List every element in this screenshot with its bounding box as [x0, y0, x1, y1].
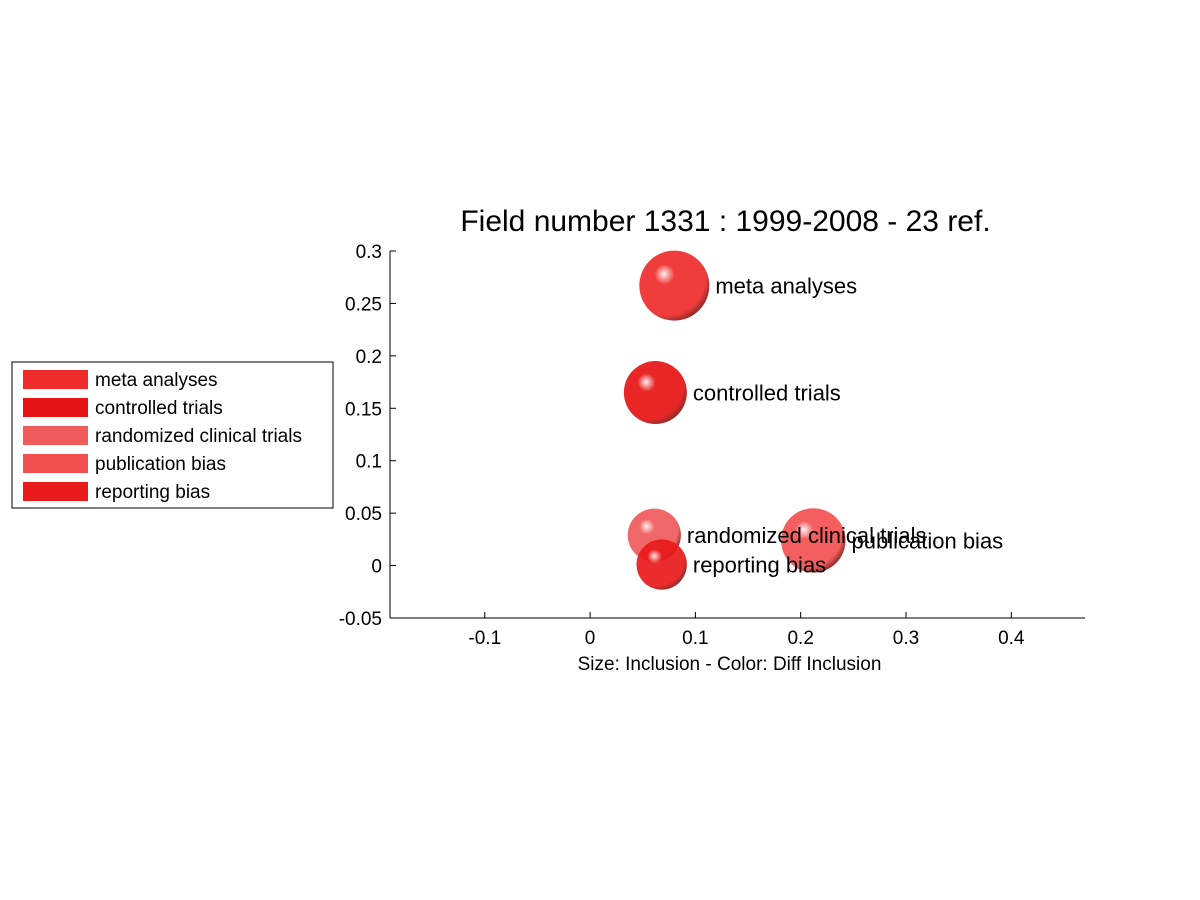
- legend-swatch: [23, 398, 88, 417]
- bubble-point: [781, 508, 846, 573]
- y-tick-label: 0: [371, 557, 382, 578]
- bubble-labels: meta analyses controlled trials randomized…: [687, 274, 1003, 578]
- bubble-label: randomized clinical trials: [687, 523, 927, 548]
- legend: meta analyses controlled trials randomized…: [11, 361, 334, 509]
- legend-entry: controlled trials: [95, 398, 223, 419]
- x-tick-label: 0.4: [998, 628, 1025, 649]
- x-tick-label: 0.1: [682, 628, 708, 649]
- x-tick-label: 0: [585, 628, 596, 649]
- legend-swatch: [23, 426, 88, 445]
- legend-swatch: [23, 482, 88, 501]
- x-tick-label: 0.3: [893, 628, 919, 649]
- y-tick-label: 0.25: [345, 294, 382, 315]
- bubble-point: [639, 250, 710, 321]
- y-tick-label: 0.2: [356, 347, 382, 368]
- x-axis-label: Size: Inclusion - Color: Diff Inclusion: [578, 654, 882, 675]
- chart-title: Field number 1331 : 1999-2008 - 23 ref.: [460, 205, 990, 238]
- bubble-label: meta analyses: [715, 274, 857, 299]
- axes: -0.05 0 0.05 0.1 0.15 0.2 0.25 0.3 -0.1 0 0.1 0.2 0.…: [339, 242, 1085, 649]
- legend-entry: meta analyses: [95, 370, 218, 391]
- x-tick-label: -0.1: [468, 628, 501, 649]
- y-tick-label: 0.1: [356, 452, 382, 473]
- bubble-label: reporting bias: [693, 553, 826, 578]
- legend-entry: reporting bias: [95, 482, 210, 503]
- legend-swatch: [23, 370, 88, 389]
- y-tick-label: 0.05: [345, 504, 382, 525]
- y-tick-label: -0.05: [339, 609, 382, 630]
- legend-entry: publication bias: [95, 454, 226, 475]
- legend-swatch: [23, 454, 88, 473]
- legend-entry: randomized clinical trials: [95, 426, 302, 447]
- y-tick-label: 0.3: [356, 242, 382, 263]
- bubble-label: publication bias: [852, 528, 1004, 553]
- bubbles: [623, 250, 846, 590]
- bubble-label: controlled trials: [693, 381, 841, 406]
- x-tick-label: 0.2: [787, 628, 813, 649]
- bubble-point: [636, 539, 687, 590]
- y-tick-label: 0.15: [345, 399, 382, 420]
- bubble-point: [623, 361, 687, 425]
